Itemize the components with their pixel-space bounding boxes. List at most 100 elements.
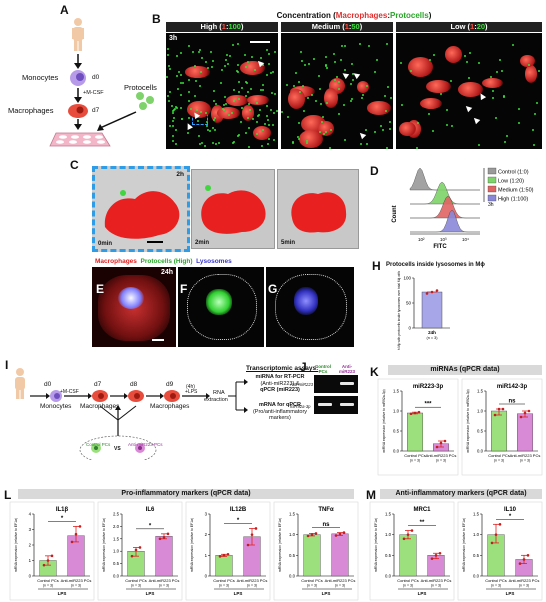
protocell-dot xyxy=(171,105,174,108)
protocell-dot xyxy=(400,104,403,107)
x-group-label: LPS xyxy=(234,591,243,596)
panel-label-b: B xyxy=(152,12,161,26)
protocell-dot xyxy=(169,91,172,94)
protocell-dot xyxy=(166,48,169,51)
protocell-dot xyxy=(256,102,259,105)
y-tick-label: 0.5 xyxy=(289,553,296,558)
gel-band-anti xyxy=(314,375,358,393)
protocell-dot xyxy=(325,63,328,66)
arrowhead-icon xyxy=(357,130,367,140)
protocell-dot xyxy=(237,135,240,138)
protocell-dot xyxy=(188,79,191,82)
arrowhead-icon xyxy=(340,71,349,80)
macrophage-cell xyxy=(520,54,536,68)
protocell-dot xyxy=(275,109,278,112)
i-control-pcs: Control PCs xyxy=(86,442,111,447)
data-point xyxy=(314,532,318,535)
protocell-dot xyxy=(197,120,200,123)
protocell-dot xyxy=(439,93,442,96)
y-tick-label: 2.5 xyxy=(113,512,120,517)
protocell-dot xyxy=(417,121,420,124)
protocell-dot xyxy=(506,134,509,137)
protocell-dot xyxy=(272,71,275,74)
protocell-dot xyxy=(267,123,270,126)
protocell-dot xyxy=(239,120,242,123)
monocytes-label: Monocytes xyxy=(22,73,59,82)
protocell-dot xyxy=(344,44,347,47)
protocell-dot xyxy=(477,61,480,64)
i-macrophages-1: Macrophages xyxy=(80,403,120,410)
protocell-dot xyxy=(292,85,295,88)
protocell-dot xyxy=(232,141,235,144)
protocell-dot xyxy=(271,124,274,127)
panel-h-title: Protocells inside lysosomes in Mϕ xyxy=(386,262,485,268)
protocell-dot xyxy=(388,128,391,131)
y-tick-label: 0 xyxy=(29,574,32,579)
i-vs: VS xyxy=(114,446,121,452)
protocell-dot xyxy=(325,131,328,134)
bar xyxy=(399,534,417,577)
arrowhead-icon xyxy=(471,116,481,125)
protocell-dot xyxy=(451,125,454,128)
y-tick-label: 0 xyxy=(205,574,208,579)
i-mcsf: +M-CSF xyxy=(60,389,79,395)
y-tick-label: 1.0 xyxy=(393,409,400,414)
chart-title: miR223-3p xyxy=(413,384,444,390)
data-point xyxy=(246,543,250,547)
protocell-dot xyxy=(179,94,182,97)
chart-title: MRC1 xyxy=(413,507,431,513)
y-tick-label: 0.0 xyxy=(113,574,120,579)
y-tick-label: 1.0 xyxy=(113,549,120,554)
protocell-dot xyxy=(511,44,514,47)
protocell-dot xyxy=(181,82,184,85)
data-point xyxy=(501,407,505,411)
i-d9: d9 xyxy=(166,381,174,388)
protocell-dot xyxy=(198,134,201,137)
micrograph-e: 24h xyxy=(92,267,176,347)
bar xyxy=(303,534,321,577)
protocell-dot xyxy=(325,55,328,58)
y-tick-label: 2.0 xyxy=(113,524,120,529)
protocell-dot xyxy=(171,120,174,123)
human-figure-icon xyxy=(15,368,25,399)
macrophage-cell xyxy=(366,101,391,115)
y-tick-label: 1.0 xyxy=(477,409,484,414)
y-tick-label: 0.0 xyxy=(473,574,480,579)
macrophage-cell xyxy=(299,129,324,149)
protocell-dot xyxy=(359,143,362,146)
protocell-dot xyxy=(249,87,252,90)
i-rna: RNA xyxy=(213,390,225,396)
data-point xyxy=(518,562,522,565)
protocell-dot xyxy=(206,125,209,128)
protocell-dot xyxy=(245,95,248,98)
assays-title: Transcriptomic assays: xyxy=(246,365,319,372)
y-tick-label: 2 xyxy=(29,543,32,548)
significance-label: ns xyxy=(322,522,330,528)
panel-label-a: A xyxy=(60,3,69,17)
protocell-dot xyxy=(180,81,183,84)
y-axis-label: miRNA expression (relative to miR92a-3p) xyxy=(382,389,386,452)
protocell-dot xyxy=(180,117,183,120)
data-point xyxy=(430,290,434,294)
legend-swatch xyxy=(487,185,497,193)
protocell-dot xyxy=(238,134,241,137)
protocell-dot xyxy=(318,74,321,77)
data-point xyxy=(310,533,314,536)
data-point xyxy=(222,554,226,557)
protocell-dot xyxy=(533,144,536,147)
panel-label-h: H xyxy=(372,259,381,273)
protocell-dot xyxy=(188,100,191,103)
macrophage-cell xyxy=(184,66,210,78)
protocell-dot xyxy=(217,142,220,145)
protocell-dot xyxy=(241,106,244,109)
protocell-dot xyxy=(307,96,310,99)
protocell-dot xyxy=(207,67,209,69)
protocell-dot xyxy=(333,78,336,81)
y-axis-label: miRNA expression (relative to miR92a-3p) xyxy=(466,389,470,452)
y-tick-label: 1 xyxy=(205,553,208,558)
legend-swatch xyxy=(487,194,497,202)
data-point xyxy=(439,441,443,445)
protocell-dot xyxy=(319,130,322,133)
n-label: (n = 3) xyxy=(494,459,504,463)
protocell-dot xyxy=(299,90,302,93)
